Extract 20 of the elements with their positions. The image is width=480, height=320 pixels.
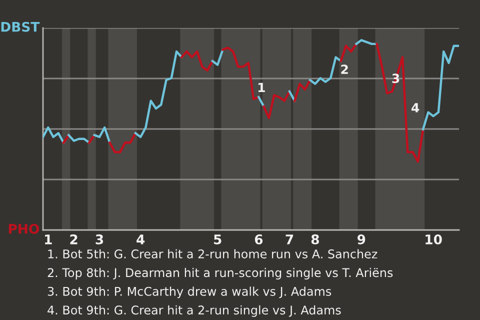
text: 3. Bot 9th: P. McCarthy drew a walk vs J. Adams (48, 286, 332, 298)
annotation: 4 (412, 103, 420, 112)
annotation: 3 (392, 74, 400, 84)
text: 1. Bot 5th: G. Crear hit a 2-run home run vs A. Sanchez (48, 249, 378, 258)
x-tick-label: 7 (286, 234, 294, 244)
annotation: 1 (258, 82, 265, 92)
x-tick-label: 1 (45, 234, 52, 244)
text: DBST (1, 22, 40, 32)
text: 2. Top 8th: J. Dearman hit a run-scoring single vs T. Ariëns (48, 268, 393, 280)
x-tick-label: 8 (311, 234, 319, 244)
x-tick-label: 6 (254, 234, 263, 244)
x-tick-label: 2 (70, 234, 78, 244)
x-tick-label: 5 (214, 234, 222, 244)
annotation: 2 (341, 64, 348, 74)
x-tick-label: 10 (426, 234, 442, 244)
x-tick-label: 3 (96, 234, 104, 244)
x-tick-label: 9 (358, 234, 366, 244)
text: PHO (8, 224, 40, 234)
text: 4. Bot 9th: G. Crear hit a 2-run single vs J. Adams (48, 305, 341, 317)
x-tick-label: 4 (136, 234, 145, 244)
